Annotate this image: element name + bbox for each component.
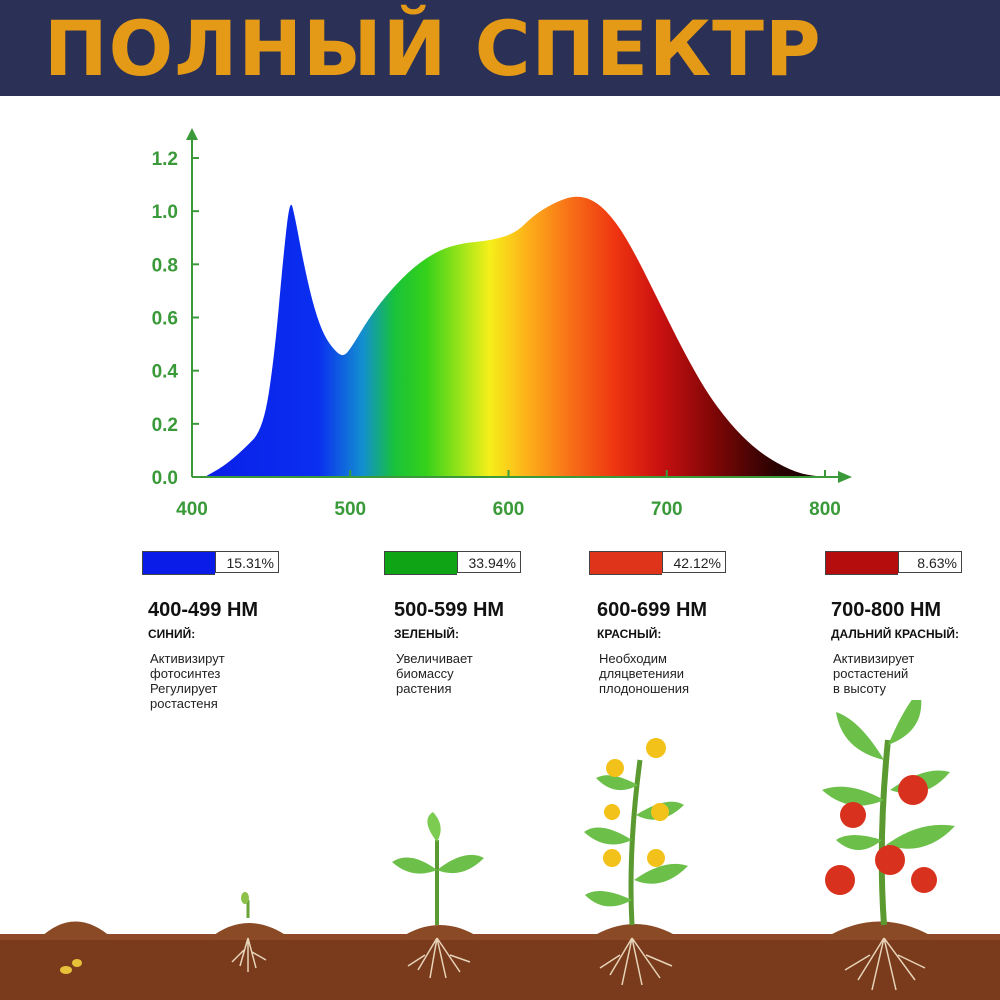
desc-line: ростастений [833, 666, 909, 681]
desc-line: в высоту [833, 681, 886, 696]
desc-line: Регулирует [150, 681, 218, 696]
x-tick-label: 500 [334, 499, 366, 520]
band-name: ДАЛЬНИЙ КРАСНЫЙ: [831, 627, 959, 641]
sprout-icon [210, 892, 290, 972]
band-green: 33.94% 500-599 НМ ЗЕЛЕНЫЙ: Увеличивает б… [384, 551, 584, 711]
band-blue: 15.31% 400-499 НМ СИНИЙ: Активизирут фот… [142, 551, 372, 711]
desc-line: растения [396, 681, 452, 696]
seedling-icon [392, 812, 484, 979]
x-tick-label: 700 [651, 499, 683, 520]
band-name: КРАСНЫЙ: [597, 627, 662, 641]
desc-line: Увеличивает [396, 651, 473, 666]
band-legend: 8.63% [825, 551, 962, 575]
y-tick-label: 0.8 [152, 255, 178, 276]
band-legend: 15.31% [142, 551, 279, 575]
x-tick-label: 800 [809, 499, 841, 520]
page-title: ПОЛНЫЙ СПЕКТР [44, 4, 822, 93]
fruiting-plant-icon [822, 700, 955, 991]
spectrum-chart: 0.0 0.2 0.4 0.6 0.8 1.0 1.2 400 500 600 700 800 [152, 128, 852, 520]
band-swatch [384, 551, 457, 575]
band-swatch [589, 551, 662, 575]
band-description: Увеличивает биомассу растения [396, 651, 473, 696]
desc-line: Необходим [599, 651, 667, 666]
y-tick-label: 1.0 [152, 202, 178, 223]
band-far-red: 8.63% 700-800 НМ ДАЛЬНИЙ КРАСНЫЙ: Активи… [825, 551, 995, 711]
flowering-plant-icon [584, 738, 688, 986]
spectrum-area [204, 196, 825, 477]
band-percent: 42.12% [662, 551, 726, 573]
soil-ground [0, 938, 1000, 1000]
band-swatch [142, 551, 215, 575]
desc-line: биомассу [396, 666, 454, 681]
band-swatch [825, 551, 898, 575]
seeds-icon [60, 959, 82, 974]
y-tick-label: 0.2 [152, 415, 178, 436]
band-name: ЗЕЛЕНЫЙ: [394, 627, 459, 641]
band-range: 400-499 НМ [148, 599, 259, 621]
band-description: Активизирует ростастений в высоту [833, 651, 914, 696]
band-percent: 15.31% [215, 551, 279, 573]
desc-line: дляцветенияи [599, 666, 684, 681]
y-tick-label: 0.0 [152, 468, 178, 489]
desc-line: плодоношения [599, 681, 690, 696]
y-tick-label: 0.6 [152, 309, 178, 330]
desc-line: Активизирует [833, 651, 915, 666]
band-percent: 8.63% [898, 551, 962, 573]
band-legend: 33.94% [384, 551, 521, 575]
desc-line: ростастеня [150, 696, 218, 711]
band-description: Активизирут фотосинтез Регулирует ростас… [150, 651, 225, 711]
desc-line: Активизирут [150, 651, 225, 666]
band-range: 700-800 НМ [831, 599, 942, 621]
x-tick-label: 600 [493, 499, 525, 520]
band-range: 600-699 НМ [597, 599, 708, 621]
y-tick-label: 0.4 [152, 362, 179, 383]
desc-line: фотосинтез [150, 666, 221, 681]
x-tick-label: 400 [176, 499, 208, 520]
plant-growth-illustration [0, 700, 1000, 1000]
band-red: 42.12% 600-699 НМ КРАСНЫЙ: Необходим для… [589, 551, 809, 711]
band-range: 500-599 НМ [394, 599, 505, 621]
y-tick-label: 1.2 [152, 149, 178, 170]
soil-surface [0, 934, 1000, 940]
band-description: Необходим дляцветенияи плодоношения [599, 651, 689, 696]
header-bar: ПОЛНЫЙ СПЕКТР [0, 0, 1000, 96]
soil-mound-icon [40, 921, 112, 938]
x-axis-arrow-icon [838, 471, 852, 483]
band-name: СИНИЙ: [148, 627, 196, 641]
y-axis-arrow-icon [186, 128, 198, 140]
band-percent: 33.94% [457, 551, 521, 573]
band-legend: 42.12% [589, 551, 726, 575]
